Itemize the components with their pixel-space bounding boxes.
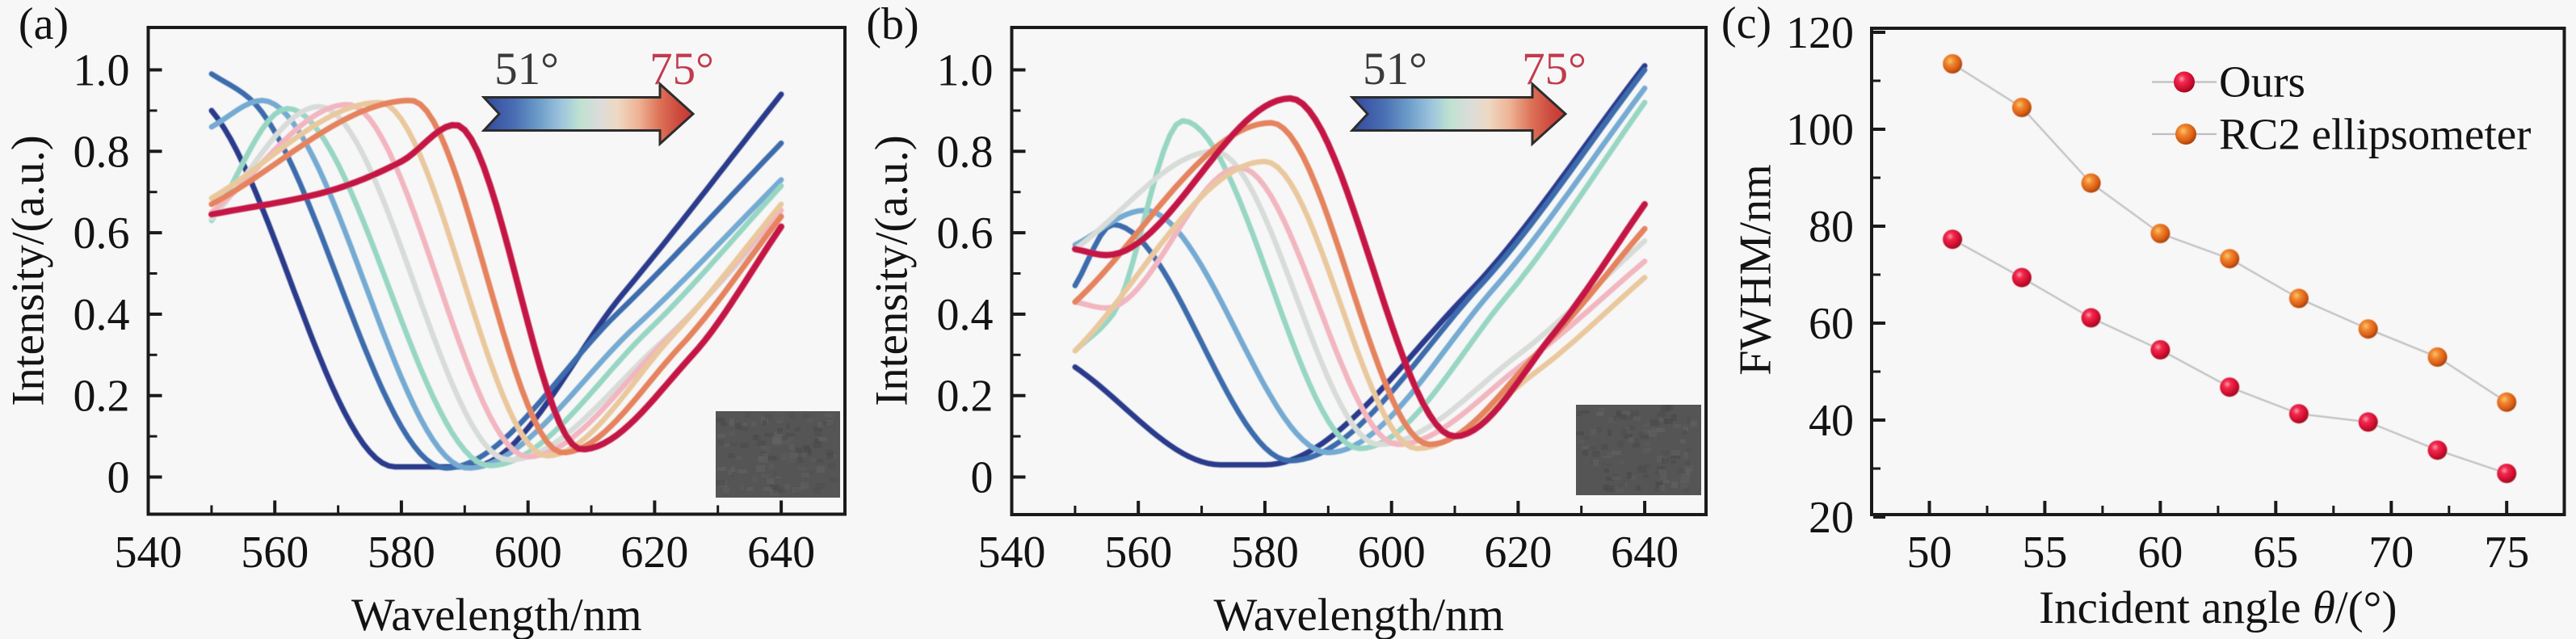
svg-text:RC2 ellipsometer: RC2 ellipsometer — [2219, 110, 2531, 159]
svg-text:600: 600 — [1358, 528, 1426, 578]
svg-text:580: 580 — [1231, 528, 1299, 578]
svg-text:0.8: 0.8 — [74, 127, 130, 177]
svg-text:75°: 75° — [649, 44, 714, 95]
svg-text:100: 100 — [1786, 105, 1854, 155]
svg-text:75°: 75° — [1522, 44, 1586, 95]
svg-text:540: 540 — [115, 528, 183, 578]
svg-text:40: 40 — [1809, 396, 1854, 446]
svg-text:50: 50 — [1907, 528, 1952, 578]
svg-text:Intensity/(a.u.): Intensity/(a.u.) — [867, 135, 918, 406]
svg-text:1.0: 1.0 — [74, 46, 130, 96]
svg-text:1.0: 1.0 — [937, 46, 994, 96]
svg-text:120: 120 — [1786, 8, 1854, 58]
svg-text:20: 20 — [1809, 493, 1854, 543]
svg-text:0.2: 0.2 — [74, 372, 130, 422]
svg-text:0.2: 0.2 — [937, 372, 994, 422]
svg-text:0.4: 0.4 — [937, 290, 994, 340]
svg-text:(a): (a) — [19, 0, 69, 49]
svg-text:75: 75 — [2484, 528, 2529, 578]
svg-text:(b): (b) — [866, 0, 918, 49]
svg-text:51°: 51° — [494, 44, 559, 95]
svg-text:560: 560 — [241, 528, 309, 578]
svg-text:620: 620 — [620, 528, 688, 578]
svg-text:0.4: 0.4 — [74, 290, 130, 340]
svg-text:640: 640 — [747, 528, 815, 578]
svg-text:60: 60 — [1809, 299, 1854, 349]
svg-text:Incident angle θ/(°): Incident angle θ/(°) — [2039, 582, 2397, 633]
svg-text:620: 620 — [1484, 528, 1552, 578]
svg-text:55: 55 — [2022, 528, 2067, 578]
svg-text:0.6: 0.6 — [74, 208, 130, 259]
svg-text:0.6: 0.6 — [937, 208, 994, 259]
svg-text:560: 560 — [1104, 528, 1172, 578]
svg-text:65: 65 — [2253, 528, 2298, 578]
svg-text:540: 540 — [978, 528, 1046, 578]
svg-text:80: 80 — [1809, 202, 1854, 252]
svg-text:640: 640 — [1611, 528, 1679, 578]
svg-text:60: 60 — [2137, 528, 2183, 578]
svg-text:0.8: 0.8 — [937, 127, 994, 177]
svg-text:Wavelength/nm: Wavelength/nm — [1213, 590, 1503, 639]
svg-text:FWHM/nm: FWHM/nm — [1731, 164, 1781, 375]
svg-text:0: 0 — [107, 453, 130, 503]
svg-text:Wavelength/nm: Wavelength/nm — [351, 590, 641, 639]
svg-text:Intensity/(a.u.): Intensity/(a.u.) — [3, 135, 54, 406]
svg-text:70: 70 — [2368, 528, 2414, 578]
svg-text:(c): (c) — [1721, 0, 1771, 48]
svg-text:580: 580 — [368, 528, 435, 578]
svg-text:0: 0 — [971, 453, 994, 503]
svg-text:51°: 51° — [1363, 44, 1427, 95]
svg-text:Ours: Ours — [2219, 57, 2305, 107]
svg-text:600: 600 — [494, 528, 562, 578]
